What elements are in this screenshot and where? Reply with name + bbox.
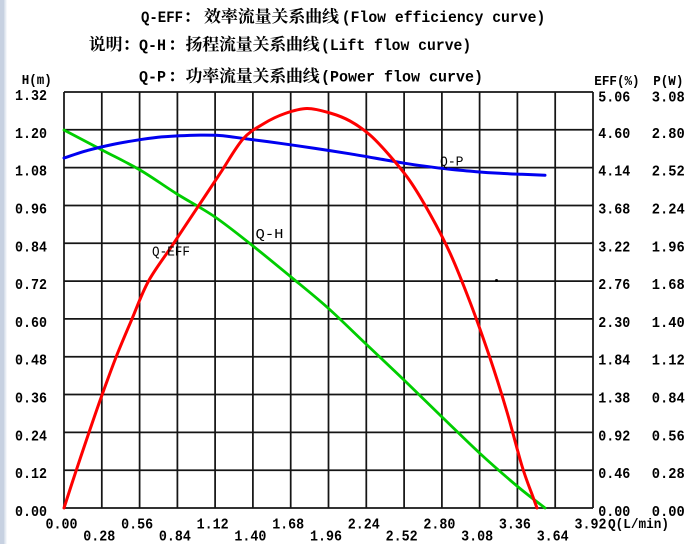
svg-text:1.40: 1.40: [652, 316, 685, 332]
svg-text:(Lift flow curve): (Lift flow curve): [321, 37, 471, 55]
svg-text:1.08: 1.08: [15, 165, 47, 181]
svg-text:2.76: 2.76: [598, 278, 630, 294]
svg-text:3.64: 3.64: [537, 529, 569, 545]
svg-text:Q-P: Q-P: [139, 69, 166, 87]
svg-text:1.40: 1.40: [234, 529, 266, 545]
svg-text:2.30: 2.30: [598, 316, 630, 332]
svg-text:1.20: 1.20: [15, 127, 47, 143]
svg-text:0.72: 0.72: [15, 278, 47, 294]
svg-text:0.00: 0.00: [598, 505, 630, 521]
svg-text:0.56: 0.56: [652, 429, 685, 445]
svg-text:0.92: 0.92: [598, 429, 630, 445]
svg-text:0.46: 0.46: [598, 467, 630, 483]
svg-text:1.96: 1.96: [310, 529, 342, 545]
svg-text:0.84: 0.84: [652, 392, 685, 408]
svg-text:0.12: 0.12: [15, 467, 47, 483]
svg-text:0.00: 0.00: [46, 517, 78, 533]
svg-text:3.92: 3.92: [575, 517, 607, 533]
svg-text:Q-P: Q-P: [440, 155, 464, 171]
svg-text:0.24: 0.24: [15, 429, 47, 445]
svg-text:0.84: 0.84: [15, 240, 47, 256]
svg-text:1.12: 1.12: [652, 354, 685, 370]
svg-text:3.36: 3.36: [499, 517, 531, 533]
svg-text:Q(L/min): Q(L/min): [608, 518, 669, 533]
svg-text:Q-H: Q-H: [256, 227, 284, 243]
svg-text:2.52: 2.52: [386, 529, 418, 545]
svg-text:2.24: 2.24: [652, 203, 685, 219]
svg-text:0.84: 0.84: [159, 529, 191, 545]
svg-text:5.06: 5.06: [598, 91, 630, 107]
svg-text:4.14: 4.14: [598, 165, 630, 181]
svg-text:P(W): P(W): [653, 75, 683, 90]
svg-text:1.12: 1.12: [197, 517, 229, 533]
svg-text:1.96: 1.96: [652, 240, 685, 256]
svg-text:1.38: 1.38: [598, 392, 630, 408]
svg-text:4.60: 4.60: [598, 127, 630, 143]
svg-text:3.08: 3.08: [652, 91, 685, 107]
svg-text:2.52: 2.52: [652, 165, 685, 181]
svg-text:(Power flow curve): (Power flow curve): [321, 69, 483, 87]
svg-text:0.56: 0.56: [121, 517, 153, 533]
svg-text:2.80: 2.80: [423, 517, 455, 533]
svg-text:Q-EFF: Q-EFF: [141, 9, 183, 27]
svg-text:3.08: 3.08: [461, 529, 493, 545]
svg-text:H(m): H(m): [22, 74, 52, 89]
svg-text:0.00: 0.00: [15, 505, 47, 521]
svg-text:(Flow efficiency curve): (Flow efficiency curve): [342, 9, 546, 27]
svg-text:1.32: 1.32: [15, 89, 47, 105]
svg-text:1.68: 1.68: [272, 517, 304, 533]
svg-text:0.36: 0.36: [15, 392, 47, 408]
svg-text:1.68: 1.68: [652, 278, 685, 294]
svg-text:3.22: 3.22: [598, 240, 630, 256]
svg-text:3.68: 3.68: [598, 203, 630, 219]
svg-text:0.00: 0.00: [652, 505, 685, 521]
svg-text:0.96: 0.96: [15, 203, 47, 219]
svg-text:0.48: 0.48: [15, 354, 47, 370]
svg-text:0.60: 0.60: [15, 316, 47, 332]
svg-text:2.24: 2.24: [348, 517, 380, 533]
svg-text:0.28: 0.28: [652, 467, 685, 483]
svg-text:EFF(%): EFF(%): [594, 75, 639, 90]
svg-text:1.84: 1.84: [598, 354, 630, 370]
svg-text:Q-EFF: Q-EFF: [152, 245, 190, 261]
svg-text:2.80: 2.80: [652, 127, 685, 143]
svg-text:0.28: 0.28: [83, 529, 115, 545]
svg-text:Q-H: Q-H: [139, 37, 166, 55]
